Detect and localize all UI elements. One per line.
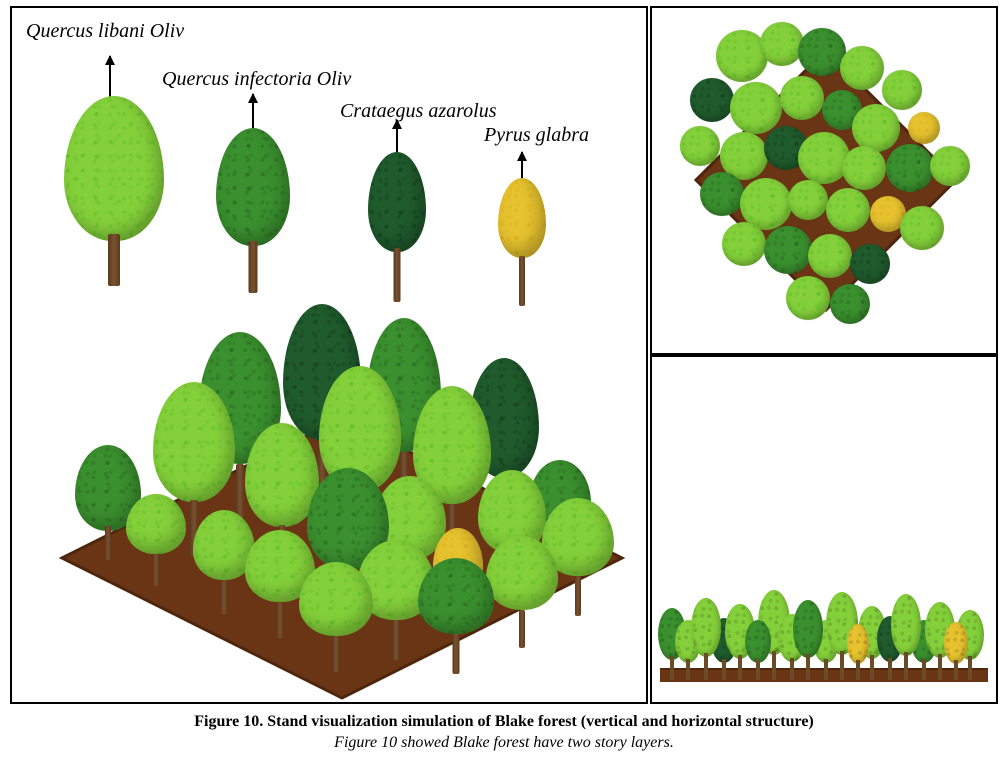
plan-tree	[680, 126, 720, 166]
plan-tree	[852, 104, 900, 152]
plan-tree	[840, 46, 884, 90]
figure-frame: Quercus libani Oliv Quercus infectoria Ol…	[10, 6, 998, 704]
plan-tree	[900, 206, 944, 250]
plan-tree	[798, 132, 850, 184]
plan-tree	[908, 112, 940, 144]
plan-tree	[730, 82, 782, 134]
plan-tree	[786, 276, 830, 320]
species-label-pyrus: Pyrus glabra	[484, 124, 589, 147]
iso-tree	[126, 494, 186, 586]
plan-tree	[886, 144, 934, 192]
plan-tree	[808, 234, 852, 278]
figure-caption: Figure 10. Stand visualization simulatio…	[0, 712, 1008, 754]
plan-tree	[700, 172, 744, 216]
caption-main: Figure 10. Stand visualization simulatio…	[0, 712, 1008, 733]
plan-tree	[830, 284, 870, 324]
panel-side-elevation	[650, 355, 998, 704]
plan-tree	[722, 222, 766, 266]
side-tree	[847, 624, 869, 680]
plan-tree	[842, 146, 886, 190]
legend-tree-quercus_libani	[64, 96, 164, 286]
plan-tree	[826, 188, 870, 232]
plan-tree	[850, 244, 890, 284]
plan-tree	[798, 28, 846, 76]
side-tree	[745, 620, 771, 680]
iso-tree	[486, 536, 558, 648]
panel-isometric-with-legend: Quercus libani Oliv Quercus infectoria Ol…	[10, 6, 648, 704]
plan-tree	[764, 226, 812, 274]
species-label-quercus_infectoria: Quercus infectoria Oliv	[162, 68, 351, 91]
iso-tree	[418, 558, 494, 674]
iso-tree	[299, 562, 373, 672]
plan-tree	[690, 78, 734, 122]
plan-tree	[930, 146, 970, 186]
plan-tree	[788, 180, 828, 220]
side-tree	[944, 622, 968, 680]
side-tree	[891, 594, 921, 680]
panel-plan-view	[650, 6, 998, 355]
legend-tree-crataegus	[368, 152, 426, 302]
species-label-crataegus: Crataegus azarolus	[340, 100, 497, 123]
plan-tree	[760, 22, 804, 66]
plan-tree	[882, 70, 922, 110]
caption-sub: Figure 10 showed Blake forest have two s…	[0, 733, 1008, 754]
side-tree	[691, 598, 721, 680]
plan-tree	[780, 76, 824, 120]
side-tree	[793, 600, 823, 680]
species-label-quercus_libani: Quercus libani Oliv	[26, 20, 184, 43]
legend-tree-pyrus	[498, 178, 546, 306]
legend-tree-quercus_infectoria	[216, 128, 290, 293]
